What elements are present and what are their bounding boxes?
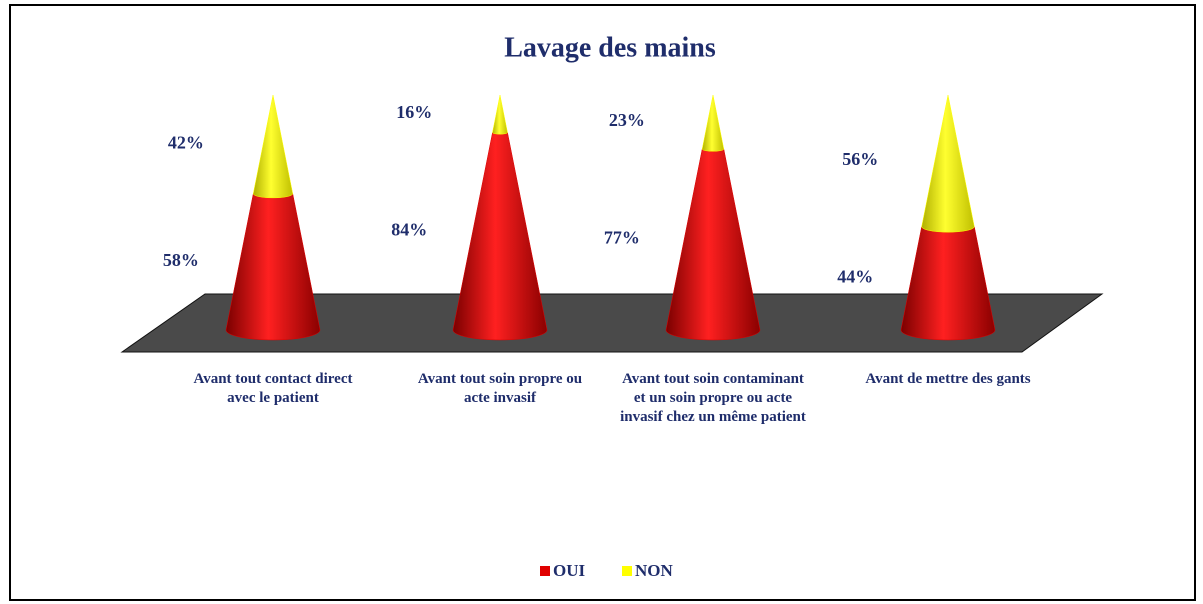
category-label: Avant tout contact direct avec le patien… (193, 371, 353, 406)
category-label: Avant de mettre des gants (865, 371, 1031, 387)
value-label: 16% (396, 102, 432, 122)
cone-segment (900, 226, 996, 341)
legend-label: OUI (553, 561, 586, 580)
category-label: Avant tout soin propre ou acte invasif (417, 371, 583, 406)
value-label: 56% (842, 149, 878, 169)
frame (9, 4, 1196, 601)
legend-swatch (540, 566, 550, 576)
cone-segment (225, 193, 321, 341)
cone-segment (921, 94, 975, 233)
cone-segment (492, 94, 508, 135)
legend-label: NON (635, 561, 674, 580)
cone-segment (253, 94, 293, 199)
chart-title: Lavage des mains (504, 32, 716, 63)
value-label: 77% (604, 228, 640, 248)
cone-segment (665, 148, 761, 341)
category-label: Avant tout soin contaminant et un soin p… (620, 371, 806, 425)
value-label: 58% (163, 250, 199, 270)
value-label: 42% (168, 132, 204, 152)
legend-swatch (622, 566, 632, 576)
value-label: 84% (391, 219, 427, 239)
cone-segment (452, 132, 548, 341)
cone-segment (701, 94, 725, 152)
value-label: 23% (609, 110, 645, 130)
value-label: 44% (837, 266, 873, 286)
floor (120, 293, 1104, 353)
